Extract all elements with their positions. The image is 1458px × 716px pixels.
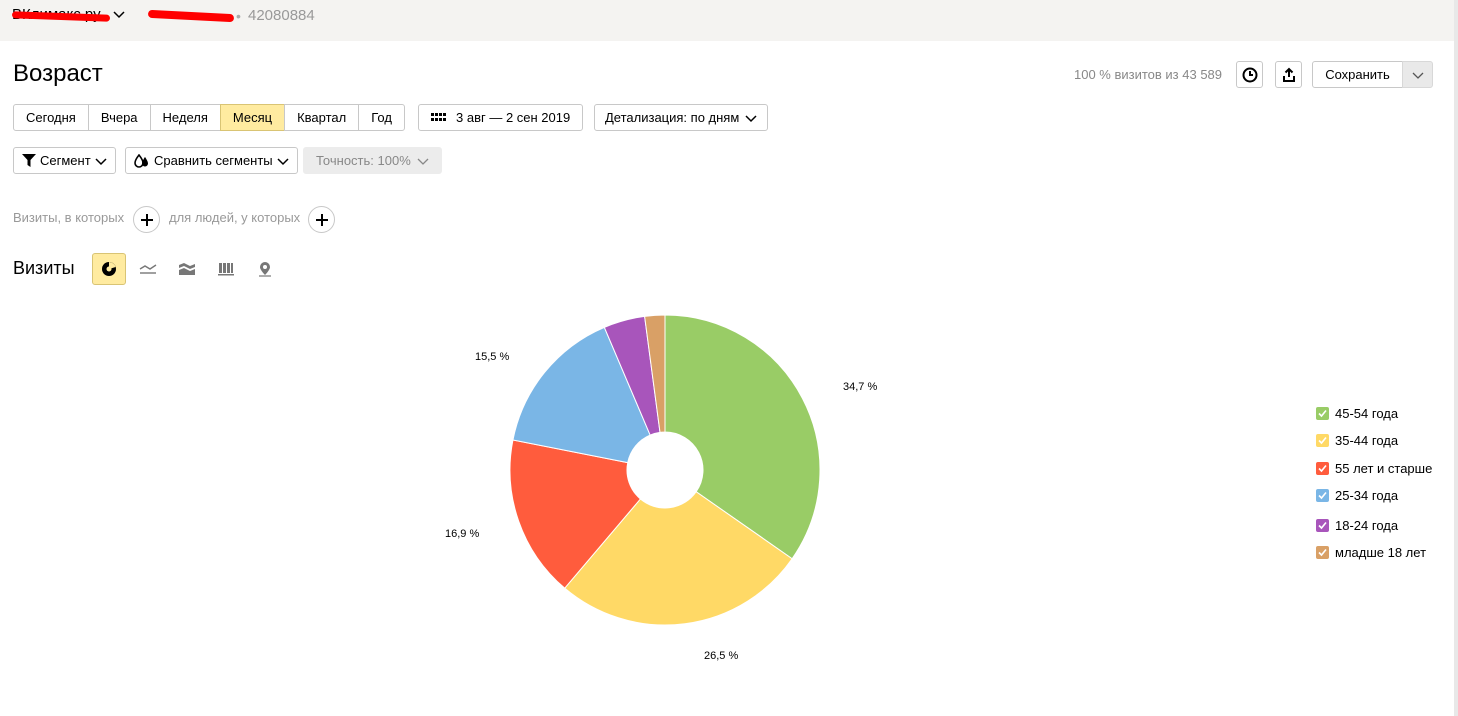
chevron-down-icon [417, 158, 429, 165]
area-chart-icon [179, 263, 195, 275]
save-options-button[interactable] [1402, 61, 1433, 88]
add-visit-filter-button[interactable] [133, 206, 160, 233]
legend-item[interactable]: 25-34 года [1316, 488, 1398, 503]
pie-slice[interactable] [664, 314, 821, 560]
people-filter-label: для людей, у которых [169, 210, 301, 225]
period-month[interactable]: Месяц [219, 104, 286, 131]
viz-pie-button[interactable] [92, 253, 126, 285]
legend-checkbox[interactable] [1316, 407, 1329, 420]
save-button[interactable]: Сохранить [1312, 61, 1403, 88]
pie-slice-label: 16,9 % [445, 528, 480, 540]
period-selector: Сегодня Вчера Неделя Месяц Квартал Год [13, 104, 405, 131]
visits-filter-label: Визиты, в которых [13, 210, 125, 225]
chevron-down-icon [277, 157, 289, 165]
viz-map-button[interactable] [248, 253, 282, 285]
chart-title: Визиты [13, 258, 75, 278]
legend-label: 25-34 года [1335, 488, 1399, 503]
compare-label: Сравнить сегменты [154, 153, 273, 168]
pie-slice-label: 26,5 % [704, 650, 739, 662]
bar-chart-icon [218, 263, 234, 276]
period-year[interactable]: Год [358, 104, 405, 131]
viz-area-button[interactable] [170, 253, 204, 285]
legend-checkbox[interactable] [1316, 519, 1329, 532]
pie-slice[interactable] [644, 314, 666, 433]
plus-icon [140, 213, 153, 226]
legend-label: 55 лет и старше [1335, 461, 1433, 476]
viz-bar-button[interactable] [209, 253, 243, 285]
redaction-mark [147, 9, 235, 23]
pie-slice[interactable] [512, 326, 651, 464]
separator-dot: • [236, 8, 241, 24]
legend-label: младше 18 лет [1335, 545, 1427, 560]
check-icon [1318, 521, 1327, 530]
legend-checkbox[interactable] [1316, 462, 1329, 475]
legend-item[interactable]: 18-24 года [1316, 518, 1398, 533]
compare-drops-icon [134, 153, 148, 168]
pie-chart-icon [102, 262, 116, 276]
clock-icon [1242, 67, 1257, 82]
visits-info: 100 % визитов из 43 589 [1074, 67, 1223, 82]
legend-item[interactable]: 35-44 года [1316, 433, 1398, 448]
pie-slice[interactable] [564, 491, 793, 626]
legend-checkbox[interactable] [1316, 489, 1329, 502]
period-quarter[interactable]: Квартал [284, 104, 360, 131]
check-icon [1318, 464, 1327, 473]
filter-icon [22, 154, 36, 167]
check-icon [1318, 409, 1327, 418]
check-icon [1318, 491, 1327, 500]
chevron-down-icon [1412, 72, 1423, 79]
segment-button[interactable]: Сегмент [13, 147, 116, 174]
accuracy-label: Точность: 100% [316, 153, 411, 168]
chevron-down-icon[interactable] [113, 9, 125, 21]
add-people-filter-button[interactable] [308, 206, 335, 233]
check-icon [1318, 548, 1327, 557]
date-range-label: 3 авг — 2 сен 2019 [456, 110, 571, 125]
history-button[interactable] [1236, 61, 1263, 88]
plus-icon [315, 213, 328, 226]
counter-id: 42080884 [248, 7, 315, 24]
legend-item[interactable]: младше 18 лет [1316, 545, 1426, 560]
period-today[interactable]: Сегодня [13, 104, 89, 131]
export-icon [1282, 67, 1295, 82]
export-button[interactable] [1275, 61, 1302, 88]
pie-slice-label: 34,7 % [843, 381, 878, 393]
chevron-down-icon [95, 157, 107, 165]
legend-label: 45-54 года [1335, 406, 1399, 421]
period-week[interactable]: Неделя [149, 104, 221, 131]
detail-dropdown[interactable]: Детализация: по дням [594, 104, 769, 131]
legend-item[interactable]: 45-54 года [1316, 406, 1398, 421]
scrollbar[interactable] [1454, 0, 1458, 716]
period-yesterday[interactable]: Вчера [87, 104, 151, 131]
legend-item[interactable]: 55 лет и старше [1316, 461, 1432, 476]
legend-label: 18-24 года [1335, 518, 1399, 533]
pie-slice-label: 15,5 % [475, 351, 510, 363]
legend-checkbox[interactable] [1316, 434, 1329, 447]
map-icon [259, 262, 271, 277]
segment-label: Сегмент [40, 153, 91, 168]
accuracy-dropdown[interactable]: Точность: 100% [303, 147, 442, 174]
legend-checkbox[interactable] [1316, 546, 1329, 559]
pie-slice[interactable] [509, 439, 642, 589]
detail-label: Детализация: по дням [605, 110, 740, 125]
top-bar: ВКлимакс.ру • 42080884 [0, 0, 1454, 41]
viz-line-button[interactable] [131, 253, 165, 285]
check-icon [1318, 436, 1327, 445]
legend-label: 35-44 года [1335, 433, 1399, 448]
calendar-icon [431, 112, 446, 121]
date-range-button[interactable]: 3 авг — 2 сен 2019 [418, 104, 584, 131]
compare-segments-button[interactable]: Сравнить сегменты [125, 147, 298, 174]
page-title: Возраст [13, 60, 103, 87]
chevron-down-icon [745, 114, 757, 122]
line-chart-icon [139, 264, 157, 274]
